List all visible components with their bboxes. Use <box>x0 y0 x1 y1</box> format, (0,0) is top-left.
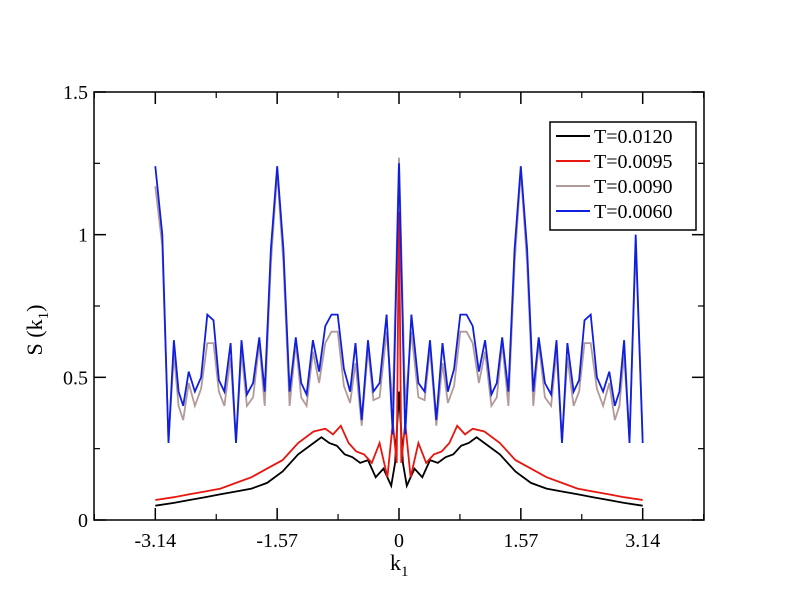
y-tick-label: 1 <box>78 225 88 247</box>
y-tick-label: 0.5 <box>63 367 88 389</box>
x-tick-label: 3.14 <box>625 530 660 552</box>
legend-items: T=0.0120 T=0.0095 T=0.0090 T=0.0060 <box>556 126 673 223</box>
series-line-4 <box>154 163 644 444</box>
x-tick-label: 0 <box>394 530 404 552</box>
y-tick-label: 0 <box>78 510 88 532</box>
legend-label: T=0.0060 <box>594 201 673 223</box>
ticks-layer: -3.14 -1.57 0 1.57 3.14 0 0.5 1 1.5 <box>63 82 705 552</box>
x-tick-label: -1.57 <box>256 530 298 552</box>
legend-label: T=0.0120 <box>594 126 673 148</box>
series-line-1 <box>155 391 643 507</box>
plot-area: -3.14 -1.57 0 1.57 3.14 0 0.5 1 1.5 <box>63 82 705 552</box>
x-axis-label: k1 <box>390 550 409 580</box>
series-layer <box>154 157 644 507</box>
legend-label: T=0.0090 <box>594 176 673 198</box>
x-tick-label: 1.57 <box>503 530 538 552</box>
legend: T=0.0120 T=0.0095 T=0.0090 T=0.0060 <box>549 121 697 231</box>
series-line-2 <box>155 211 643 501</box>
y-axis-label: S (k1) <box>22 305 52 356</box>
legend-label: T=0.0095 <box>594 151 673 173</box>
x-tick-label: -3.14 <box>134 530 176 552</box>
y-tick-label: 1.5 <box>63 82 88 104</box>
